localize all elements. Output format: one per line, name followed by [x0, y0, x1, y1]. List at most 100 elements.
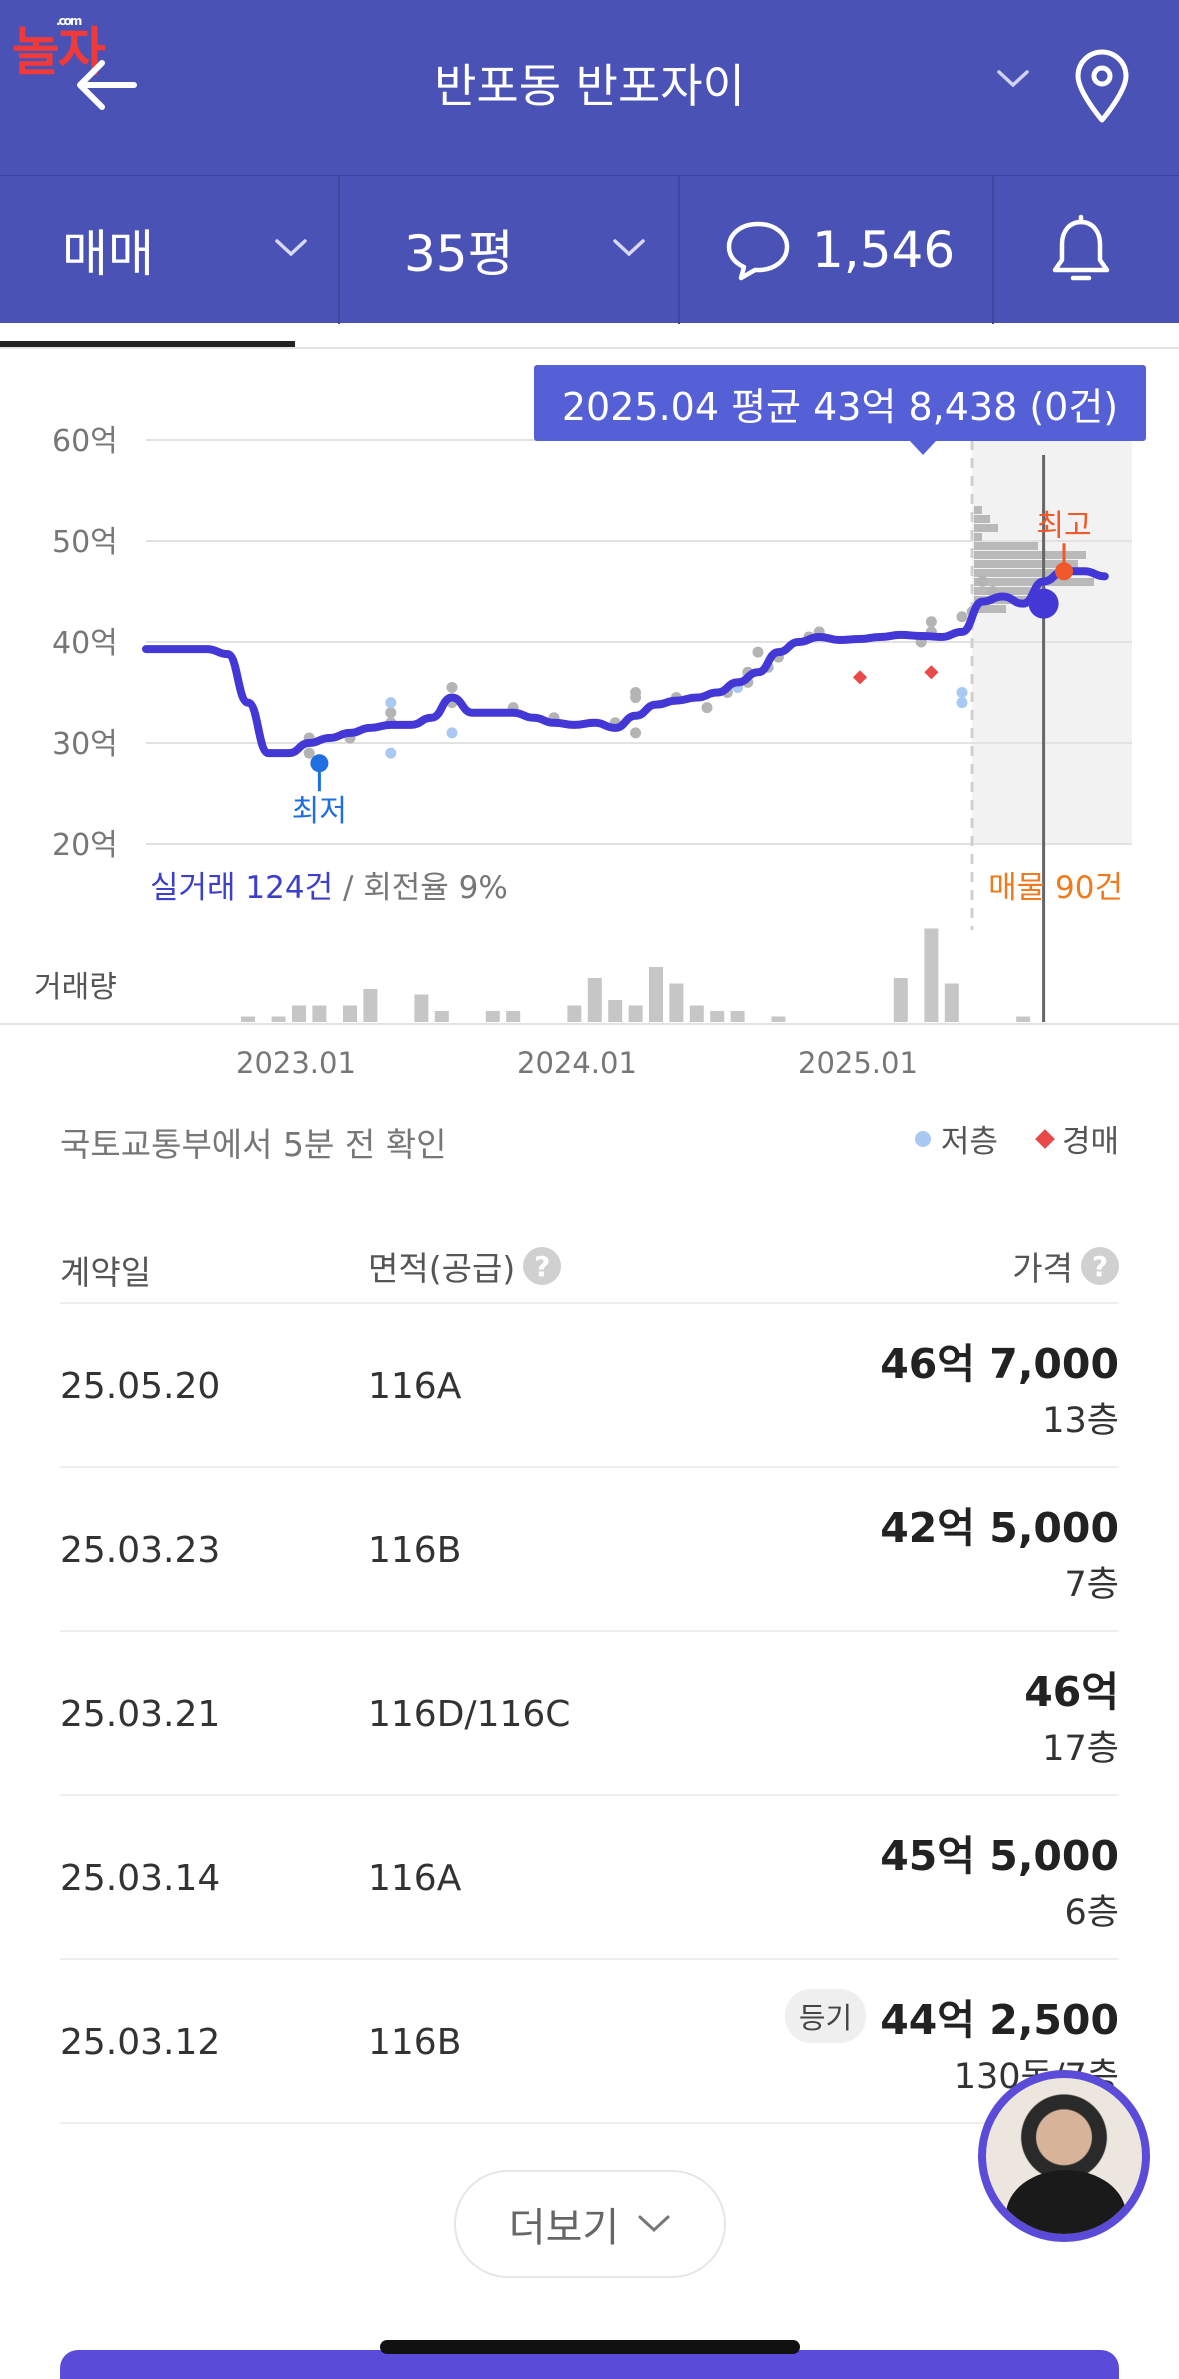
- contract-date: 25.03.12: [60, 2022, 221, 2063]
- volume-bar: [689, 1005, 704, 1022]
- contract-date: 25.03.23: [60, 1530, 221, 1571]
- tab-divider: [0, 347, 1179, 349]
- high-marker: [1055, 562, 1073, 581]
- contract-date: 25.03.14: [60, 1858, 221, 1899]
- tooltip-arrow: [910, 441, 936, 455]
- agent-avatar-button[interactable]: [978, 2070, 1150, 2242]
- listing-histogram-bar: [974, 587, 1046, 595]
- turnover-rate: / 회전율 9%: [333, 870, 508, 906]
- x-tick-label: 2025.01: [798, 1046, 918, 1080]
- table-row[interactable]: 25.05.20 116A 46억 7,000 13층: [60, 1304, 1119, 1468]
- load-more-button[interactable]: 더보기: [454, 2170, 726, 2278]
- low-floor-point: [385, 747, 397, 759]
- area-type: 116D/116C: [368, 1694, 571, 1735]
- volume-bar: [669, 983, 684, 1022]
- col-area: 면적(공급) ?: [368, 1242, 562, 1290]
- volume-bar: [506, 1011, 521, 1022]
- table-header: 계약일 면적(공급) ? 가격 ?: [60, 1230, 1119, 1304]
- page-title[interactable]: 반포동 반포자이: [434, 59, 745, 113]
- volume-bar: [710, 1011, 725, 1022]
- trade-point: [630, 687, 642, 698]
- comment-count: 1,546: [812, 221, 956, 279]
- col-price-label: 가격: [1012, 1249, 1073, 1288]
- price-text: 46억 7,000: [880, 1340, 1119, 1388]
- app-header: 놀자 .com 반포동 반포자이: [0, 0, 1179, 175]
- legend-low-floor: 저층: [940, 1124, 998, 1160]
- floor-info: 7층: [1064, 1565, 1119, 1605]
- notification-button[interactable]: [994, 176, 1179, 324]
- logo-sub: .com: [56, 14, 82, 28]
- contract-date: 25.05.20: [60, 1366, 221, 1407]
- back-button[interactable]: [68, 45, 148, 125]
- speech-bubble-icon: [726, 221, 790, 281]
- active-tab-indicator: [0, 341, 295, 347]
- auction-diamond-icon: [1035, 1128, 1055, 1149]
- volume-bar: [241, 1016, 255, 1022]
- volume-bar: [363, 989, 378, 1022]
- price-text: 42억 5,000: [880, 1504, 1119, 1552]
- size-dropdown[interactable]: 35평: [340, 176, 680, 324]
- table-row[interactable]: 25.03.21 116D/116C 46억 17층: [60, 1632, 1119, 1796]
- volume-bar: [608, 1000, 623, 1022]
- chart-legend: 저층 경매: [914, 1116, 1119, 1161]
- listing-histogram-bar: [974, 524, 998, 532]
- title-dropdown-button[interactable]: [995, 68, 1031, 94]
- table-header-divider: [60, 1302, 1119, 1304]
- listing-histogram-bar: [974, 578, 1094, 586]
- chart-tooltip: 2025.04 평균 43억 8,438 (0건): [534, 365, 1146, 441]
- chevron-down-icon: [997, 70, 1029, 88]
- listing-histogram-bar: [974, 569, 1062, 577]
- table-row[interactable]: 25.03.23 116B 42억 5,000 7층: [60, 1468, 1119, 1632]
- price-chart[interactable]: 60억 50억 40억 30억 20억 최저 최고: [0, 350, 1179, 1030]
- volume-bar: [485, 1011, 500, 1022]
- trade-point: [925, 616, 937, 628]
- trade-point: [630, 727, 642, 739]
- low-floor-point: [956, 697, 968, 709]
- floor-info: 6층: [1064, 1893, 1119, 1933]
- volume-bar: [649, 967, 663, 1022]
- listing-histogram-bar: [974, 551, 1086, 559]
- price-text: 45억 5,000: [880, 1832, 1119, 1880]
- trade-point: [446, 681, 458, 693]
- arrow-left-icon: [77, 60, 137, 110]
- listing-count[interactable]: 매물 90건: [988, 870, 1123, 906]
- chevron-down-icon: [638, 2215, 670, 2233]
- area-type: 116B: [368, 2022, 462, 2063]
- location-button[interactable]: [1072, 48, 1132, 128]
- chevron-down-icon: [275, 239, 307, 257]
- volume-bar: [312, 1005, 327, 1022]
- area-type: 116A: [368, 1366, 462, 1407]
- help-icon[interactable]: ?: [1081, 1247, 1119, 1285]
- low-floor-point: [446, 727, 458, 739]
- volume-bar: [292, 1005, 306, 1022]
- col-area-label: 면적(공급): [368, 1249, 516, 1288]
- y-tick-label: 60억: [52, 424, 118, 459]
- price-value: 46억 7,000: [880, 1330, 1119, 1390]
- low-label: 최저: [292, 794, 347, 829]
- low-marker: [310, 754, 329, 773]
- table-row[interactable]: 25.03.14 116A 45억 5,000 6층: [60, 1796, 1119, 1960]
- current-point-marker: [1028, 588, 1059, 619]
- area-type: 116A: [368, 1858, 462, 1899]
- volume-bar: [434, 1011, 449, 1022]
- volume-bar: [271, 1016, 286, 1022]
- y-tick-label: 40억: [52, 626, 118, 661]
- trade-summary: 실거래 124건 / 회전율 9%: [150, 862, 508, 907]
- comments-button[interactable]: 1,546: [680, 176, 994, 324]
- listing-histogram-bar: [974, 560, 1078, 568]
- bottom-action-button[interactable]: [60, 2350, 1119, 2379]
- size-label: 35평: [404, 225, 514, 283]
- deal-type-dropdown[interactable]: 매매: [0, 176, 340, 324]
- x-tick-label: 2023.01: [236, 1046, 356, 1080]
- col-price: 가격 ?: [1012, 1242, 1119, 1290]
- listing-histogram-bar: [974, 605, 1006, 613]
- home-indicator: [380, 2340, 800, 2354]
- high-label: 최고: [1036, 508, 1091, 543]
- low-floor-point: [385, 697, 397, 709]
- price-value: 등기 44억 2,500: [784, 1986, 1119, 2046]
- low-floor-point: [956, 687, 968, 698]
- trade-point: [303, 747, 315, 759]
- help-icon[interactable]: ?: [523, 1247, 562, 1285]
- trade-point: [752, 646, 764, 658]
